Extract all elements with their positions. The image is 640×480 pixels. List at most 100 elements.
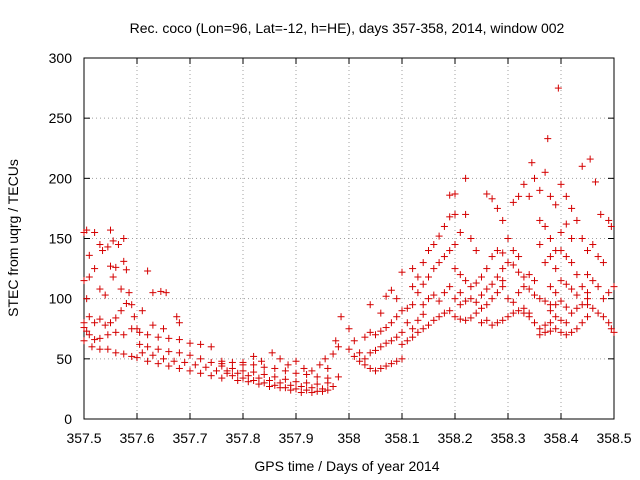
data-point <box>120 257 128 265</box>
data-point <box>515 268 523 276</box>
data-point <box>440 289 448 297</box>
data-point <box>597 210 605 218</box>
data-point <box>568 204 576 212</box>
data-point <box>398 307 406 315</box>
data-point <box>456 228 464 236</box>
data-point <box>568 235 576 242</box>
data-point <box>409 283 417 291</box>
data-point <box>91 265 99 273</box>
data-point <box>101 291 109 299</box>
data-point <box>83 226 91 234</box>
data-point <box>456 315 464 323</box>
data-point <box>308 389 316 397</box>
data-point <box>255 374 263 382</box>
data-point <box>372 331 379 339</box>
data-point <box>446 247 454 255</box>
data-point <box>531 319 538 327</box>
data-point <box>520 283 528 291</box>
x-tick-label: 358 <box>337 430 361 446</box>
data-point <box>610 283 618 291</box>
data-point <box>584 289 591 297</box>
data-point <box>109 273 117 281</box>
data-point <box>430 265 438 273</box>
data-point <box>319 387 326 395</box>
data-point <box>258 357 266 365</box>
data-point <box>128 352 136 360</box>
y-tick-label: 150 <box>49 231 73 247</box>
data-point <box>128 301 136 309</box>
data-point <box>260 363 268 371</box>
data-point <box>250 368 258 376</box>
data-point <box>136 328 144 336</box>
data-point <box>120 350 128 358</box>
data-point <box>207 358 215 366</box>
data-point <box>478 273 485 281</box>
data-point <box>541 297 549 305</box>
data-point <box>218 374 226 382</box>
data-point <box>197 355 205 363</box>
data-point <box>520 273 528 281</box>
data-point <box>133 325 141 333</box>
data-point <box>96 345 104 353</box>
data-point <box>403 319 411 327</box>
data-point <box>96 315 104 323</box>
data-point <box>271 364 279 372</box>
data-point <box>112 328 120 336</box>
data-point <box>271 373 279 381</box>
data-point <box>425 295 432 303</box>
data-point <box>207 372 215 380</box>
data-point <box>393 295 401 303</box>
data-point <box>435 313 443 321</box>
data-point <box>321 355 329 363</box>
data-point <box>356 357 364 365</box>
data-point <box>117 285 125 293</box>
data-point <box>91 228 99 236</box>
data-point <box>292 369 300 377</box>
data-point <box>599 259 607 267</box>
data-point <box>350 352 358 360</box>
data-point <box>467 314 475 322</box>
data-point <box>525 285 533 293</box>
data-point <box>573 216 581 224</box>
data-point <box>157 287 165 295</box>
data-point <box>80 277 88 285</box>
data-point <box>136 340 144 348</box>
data-point <box>435 232 443 240</box>
data-point <box>515 253 523 261</box>
data-point <box>91 336 99 344</box>
data-point <box>250 376 258 384</box>
data-point <box>541 222 549 230</box>
data-point <box>456 271 464 279</box>
data-point <box>85 273 93 281</box>
data-point <box>557 228 565 236</box>
data-point <box>472 247 480 255</box>
data-point <box>467 283 475 291</box>
data-point <box>99 247 107 255</box>
x-tick-label: 358.5 <box>596 430 631 446</box>
data-point <box>308 367 316 375</box>
data-point <box>160 325 167 333</box>
data-point <box>607 222 615 230</box>
data-point <box>451 313 459 321</box>
data-point <box>504 295 512 303</box>
data-point <box>541 321 549 329</box>
data-point <box>562 319 570 327</box>
data-point <box>440 222 448 230</box>
data-point <box>552 201 560 209</box>
data-point <box>175 319 183 327</box>
data-point <box>356 349 364 357</box>
data-point <box>425 273 432 281</box>
data-point <box>361 361 369 369</box>
data-point <box>478 319 485 327</box>
data-point <box>91 319 99 327</box>
data-point <box>377 364 385 372</box>
data-point <box>393 333 401 341</box>
data-point <box>144 267 152 275</box>
data-point <box>284 361 292 369</box>
data-point <box>382 324 390 332</box>
data-point <box>303 370 311 378</box>
data-point <box>573 291 581 299</box>
data-point <box>528 159 536 167</box>
data-point <box>599 295 607 303</box>
